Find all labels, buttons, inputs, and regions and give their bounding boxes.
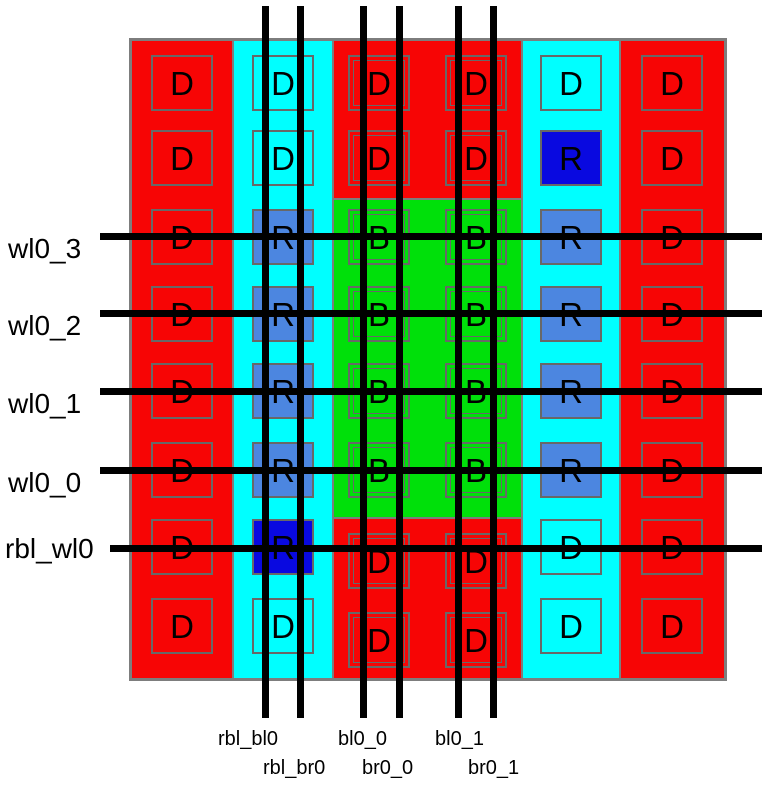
- cell-letter: D: [660, 607, 684, 645]
- cell-letter: D: [559, 607, 583, 645]
- wordline-label-rbl_wl0: rbl_wl0: [5, 533, 94, 564]
- wordline-rbl_wl0: [110, 544, 762, 552]
- bitline-br0_1: [489, 6, 497, 718]
- wordline-label-wl0_2: wl0_2: [8, 310, 82, 341]
- bitline-label-br0_0: br0_0: [362, 757, 414, 779]
- bitline-label-rbl_br0: rbl_br0: [263, 757, 326, 779]
- cell-letter: D: [464, 139, 488, 177]
- cell-letter: D: [367, 139, 391, 177]
- cell-letter: D: [464, 621, 488, 659]
- bitline-bl0_1: [454, 6, 462, 718]
- cell-letter: D: [170, 64, 194, 102]
- cell-dummy-col-left-row7: D: [151, 598, 213, 654]
- cell-letter: D: [271, 607, 295, 645]
- cell-letter: D: [367, 64, 391, 102]
- cell-dummy-col-right-row0: D: [641, 55, 703, 111]
- cell-letter: D: [559, 64, 583, 102]
- cell-letter: D: [170, 139, 194, 177]
- bitline-br0_0: [395, 6, 403, 718]
- cell-letter: D: [464, 542, 488, 580]
- bitline-label-bl0_1: bl0_1: [435, 728, 484, 750]
- cell-replica-col-right-row1: R: [540, 130, 602, 186]
- cell-letter: R: [559, 139, 583, 177]
- wordline-label-wl0_3: wl0_3: [8, 233, 82, 264]
- cell-letter: D: [660, 139, 684, 177]
- cell-core-col-1-row1: D: [445, 130, 507, 186]
- cell-letter: D: [271, 64, 295, 102]
- bitline-bl0_0: [359, 6, 367, 718]
- wordline-label-wl0_1: wl0_1: [8, 388, 82, 419]
- cell-dummy-col-right-row7: D: [641, 598, 703, 654]
- wordline-wl0_2: [100, 309, 762, 317]
- cell-replica-col-right-row0: D: [540, 55, 602, 111]
- bitline-label-rbl_bl0: rbl_bl0: [218, 728, 279, 750]
- bitline-rbl_bl0: [261, 6, 269, 718]
- wordline-wl0_0: [100, 466, 762, 474]
- wordline-label-wl0_0: wl0_0: [8, 467, 82, 498]
- bitline-label-bl0_0: bl0_0: [338, 728, 387, 750]
- cell-letter: D: [367, 621, 391, 659]
- cell-letter: D: [464, 64, 488, 102]
- wordline-wl0_1: [100, 387, 762, 395]
- bitline-rbl_br0: [296, 6, 304, 718]
- cell-dummy-col-right-row1: D: [641, 130, 703, 186]
- cell-letter: D: [271, 139, 295, 177]
- wordline-wl0_3: [100, 232, 762, 240]
- bitline-label-br0_1: br0_1: [468, 757, 520, 779]
- cell-letter: D: [660, 64, 684, 102]
- cell-letter: D: [170, 607, 194, 645]
- cell-dummy-col-left-row0: D: [151, 55, 213, 111]
- cell-replica-col-right-row7: D: [540, 598, 602, 654]
- cell-dummy-col-left-row1: D: [151, 130, 213, 186]
- cell-letter: D: [367, 542, 391, 580]
